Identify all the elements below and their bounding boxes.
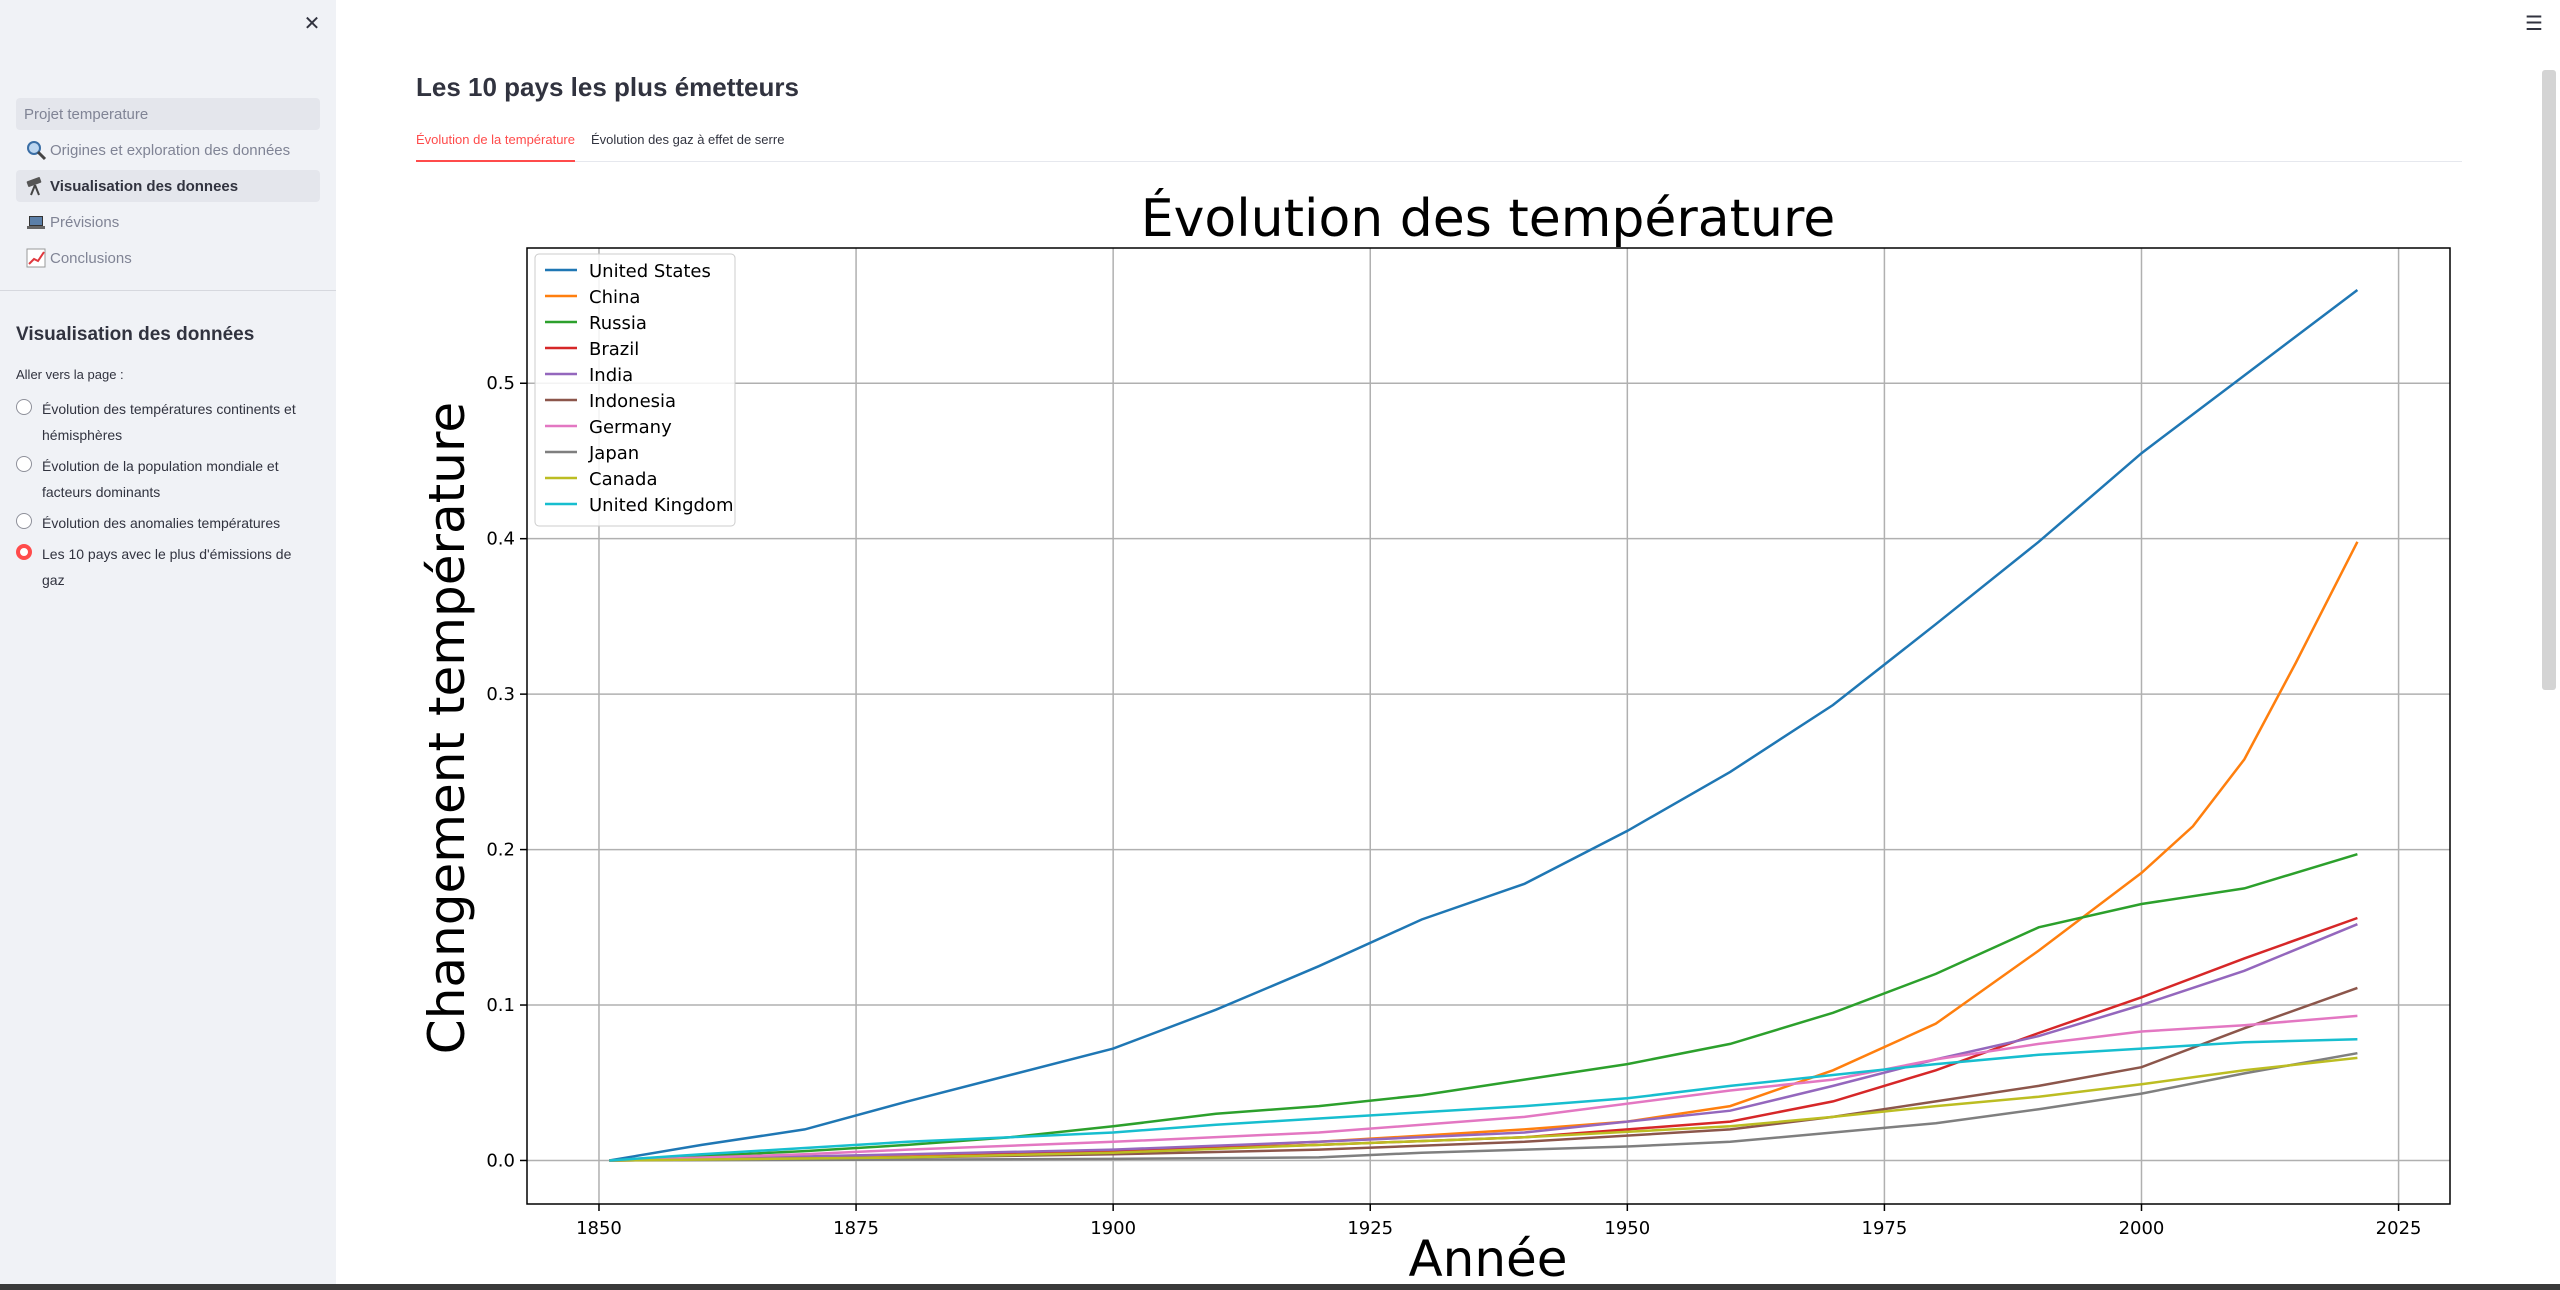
sidebar-item-visualisation[interactable]: Visualisation des donnees	[16, 170, 320, 202]
sidebar-item-label: Origines et exploration des données	[50, 141, 291, 159]
x-tick-label: 1950	[1604, 1218, 1650, 1239]
page-scrollbar[interactable]	[2542, 70, 2556, 690]
radio-option-label: Évolution des anomalies températures	[42, 515, 281, 531]
legend-label: China	[589, 287, 640, 308]
y-tick-label: 0.2	[486, 840, 515, 861]
x-tick-label: 1975	[1862, 1218, 1908, 1239]
radio-button[interactable]	[16, 513, 32, 529]
series-line-japan	[609, 1051, 2358, 1162]
tab-bar: Évolution de la température Évolution de…	[416, 128, 2462, 162]
sidebar-item-label: Conclusions	[50, 249, 132, 267]
radio-option-label: Évolution des températures continents et…	[42, 401, 296, 443]
laptop-icon	[24, 210, 48, 234]
series-line-united-kingdom	[609, 1037, 2358, 1162]
y-tick-label: 0.3	[486, 684, 515, 705]
series-line-china	[609, 541, 2359, 1162]
radio-button[interactable]	[16, 456, 32, 472]
series-line-united-states	[609, 289, 2359, 1162]
telescope-icon	[24, 174, 48, 198]
series-line-germany	[609, 1014, 2358, 1162]
sidebar-item-label: Prévisions	[50, 213, 120, 231]
sidebar: ✕ Projet temperature Origines et explora…	[0, 0, 336, 1290]
legend-label: United States	[589, 261, 711, 282]
legend-label: United Kingdom	[589, 495, 733, 516]
line-chart: Évolution des température Année Changeme…	[418, 188, 2451, 1288]
legend-label: Indonesia	[589, 391, 676, 412]
tab-evolution-temperature[interactable]: Évolution de la température	[416, 128, 575, 162]
y-tick-label: 0.0	[486, 1150, 515, 1171]
sidebar-item-label: Visualisation des donnees	[50, 177, 239, 195]
chart-x-axis-label: Année	[1408, 1230, 1567, 1284]
series-line-india	[609, 923, 2358, 1162]
radio-button[interactable]	[16, 399, 32, 415]
radio-group-label: Aller vers la page :	[16, 367, 124, 382]
series-line-canada	[609, 1056, 2358, 1162]
plot-frame	[526, 247, 2451, 1205]
chart-title: Évolution des température	[1141, 188, 1835, 249]
radio-option-label: Évolution de la population mondiale et f…	[42, 458, 279, 500]
page-radio-group: Évolution des températures continents et…	[16, 396, 316, 598]
sidebar-item-label: Projet temperature	[24, 105, 149, 123]
chart-container: Évolution des température Année Changeme…	[416, 180, 2462, 1288]
sidebar-item-origines[interactable]: Origines et exploration des données	[16, 134, 320, 166]
x-tick-label: 2025	[2376, 1218, 2422, 1239]
page-title: Les 10 pays les plus émetteurs	[416, 72, 799, 102]
chart-increasing-icon	[24, 246, 48, 270]
y-tick-label: 0.5	[486, 373, 515, 394]
chart-y-axis-label: Changement température	[418, 402, 476, 1054]
radio-option[interactable]: Évolution de la population mondiale et f…	[16, 453, 316, 505]
x-tick-label: 1925	[1347, 1218, 1393, 1239]
y-tick-label: 0.1	[486, 995, 515, 1016]
series-line-indonesia	[609, 986, 2358, 1162]
sidebar-nav: Projet temperature Origines et explorati…	[16, 98, 320, 278]
radio-option[interactable]: Évolution des anomalies températures	[16, 510, 316, 536]
sidebar-divider	[0, 290, 336, 291]
chart-legend	[534, 253, 736, 527]
sidebar-item-previsions[interactable]: Prévisions	[16, 206, 320, 238]
sidebar-item-conclusions[interactable]: Conclusions	[16, 242, 320, 274]
main-content: Les 10 pays les plus émetteurs Évolution…	[416, 0, 2462, 1288]
radio-option-label: Les 10 pays avec le plus d'émissions de …	[42, 546, 292, 588]
x-tick-label: 2000	[2119, 1218, 2165, 1239]
bottom-bar	[0, 1284, 2560, 1290]
legend-label: India	[589, 365, 633, 386]
radio-option[interactable]: Évolution des températures continents et…	[16, 396, 316, 448]
x-tick-label: 1875	[833, 1218, 879, 1239]
radio-button-selected[interactable]	[16, 544, 32, 560]
series-line-russia	[609, 853, 2358, 1162]
tab-evolution-gaz[interactable]: Évolution des gaz à effet de serre	[590, 132, 785, 147]
radio-option[interactable]: Les 10 pays avec le plus d'émissions de …	[16, 541, 316, 593]
sidebar-section-title: Visualisation des données	[16, 324, 255, 345]
y-tick-label: 0.4	[486, 529, 515, 550]
hamburger-menu-icon[interactable]: ☰	[2525, 13, 2543, 35]
x-tick-label: 1900	[1090, 1218, 1136, 1239]
legend-label: Russia	[589, 313, 647, 334]
magnifier-icon	[24, 138, 48, 162]
x-tick-label: 1850	[576, 1218, 622, 1239]
close-sidebar-icon[interactable]: ✕	[303, 13, 321, 35]
legend-label: Germany	[589, 417, 672, 438]
series-line-brazil	[609, 916, 2358, 1162]
sidebar-item-projet[interactable]: Projet temperature	[16, 98, 320, 130]
legend-label: Brazil	[589, 339, 639, 360]
legend-label: Canada	[589, 469, 658, 490]
legend-label: Japan	[588, 443, 639, 464]
